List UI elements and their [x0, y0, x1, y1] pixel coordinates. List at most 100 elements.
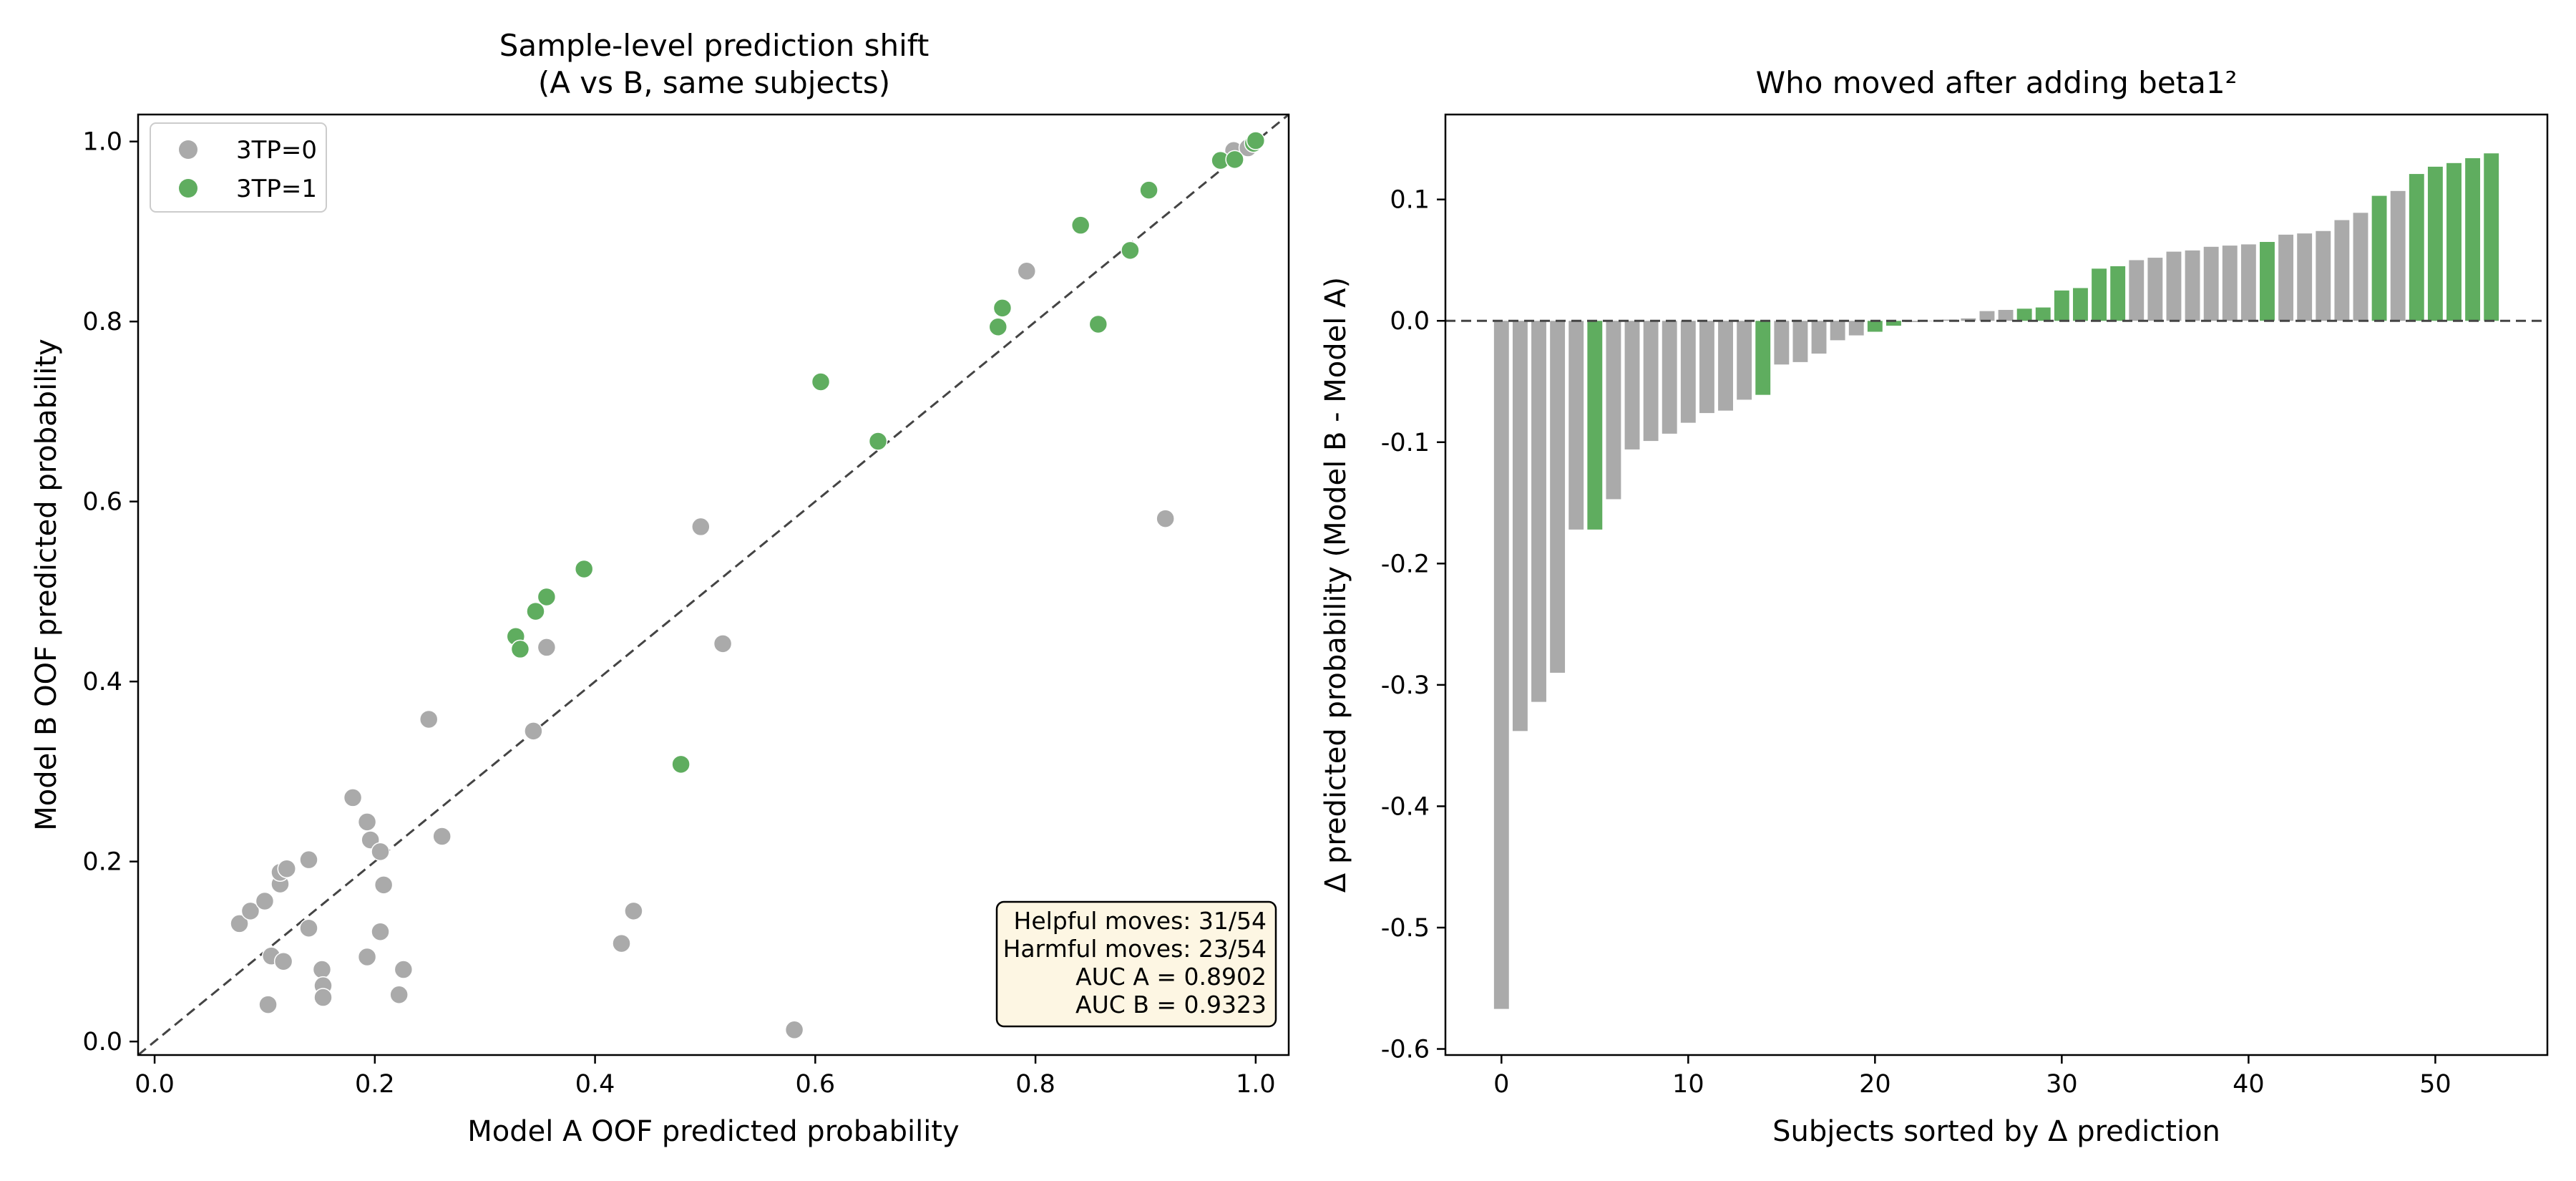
scatter-y-tick-label: 0.4 [82, 668, 122, 696]
bar-y-tick-label: -0.5 [1381, 914, 1430, 943]
point-3tp0-9 [299, 850, 318, 870]
delta-bar-26 [1979, 311, 1995, 321]
point-3tp0-24 [432, 827, 452, 846]
stat-helpful-moves: Helpful moves: 31/54 [1014, 907, 1267, 935]
point-3tp0-20 [357, 947, 377, 967]
delta-bar-28 [2016, 308, 2032, 321]
bar-y-tick-label: -0.4 [1381, 792, 1430, 821]
delta-bar-22 [1905, 321, 1920, 322]
point-3tp1-9 [992, 298, 1013, 318]
scatter-title-line1: Sample-level prediction shift [499, 28, 930, 63]
bar-x-tick-label: 10 [1672, 1070, 1704, 1099]
point-3tp0-8 [273, 951, 293, 971]
point-3tp0-2 [255, 891, 275, 911]
scatter-legend: 3TP=0 3TP=1 [150, 122, 327, 213]
delta-bar-51 [2446, 162, 2462, 321]
point-3tp1-6 [811, 372, 831, 392]
legend-marker-3tp1 [179, 179, 197, 198]
bar-title: Who moved after adding beta1² [1756, 65, 2238, 100]
bar-x-axis-label: Subjects sorted by Δ prediction [1772, 1115, 2220, 1148]
scatter-panel: Sample-level prediction shift (A vs B, s… [30, 28, 1290, 1148]
legend-label-3tp0: 3TP=0 [236, 136, 317, 165]
point-3tp1-3 [537, 587, 557, 607]
point-3tp0-21 [394, 960, 414, 979]
delta-bar-12 [1718, 321, 1733, 411]
scatter-y-tick-label: 1.0 [82, 128, 122, 157]
bar-y-tick-label: -0.1 [1381, 429, 1430, 457]
delta-bar-43 [2297, 233, 2313, 321]
point-3tp1-5 [671, 754, 691, 774]
scatter-y-tick-label: 0.2 [82, 848, 122, 877]
bar-x-tick-label: 20 [1859, 1070, 1891, 1099]
delta-bar-4 [1568, 321, 1584, 530]
scatter-x-axis: 0.0 0.2 0.4 0.6 0.8 1.0 [135, 1055, 1276, 1099]
bar-y-tick-label: -0.3 [1381, 671, 1430, 700]
delta-bar-29 [2035, 307, 2051, 321]
bar-y-tick-label: -0.6 [1381, 1036, 1430, 1064]
stats-box-frame [995, 900, 1277, 1028]
bar-x-tick-label: 50 [2419, 1070, 2451, 1099]
bar-x-tick-label: 40 [2233, 1070, 2265, 1099]
point-3tp1-17 [1246, 131, 1266, 150]
point-3tp0-22 [389, 985, 409, 1005]
scatter-y-tick-label: 0.0 [82, 1028, 122, 1056]
scatter-plot-frame [137, 113, 1290, 1056]
delta-bar-35 [2147, 258, 2163, 321]
scatter-x-tick-label: 0.8 [1015, 1070, 1055, 1099]
delta-bar-5 [1587, 321, 1603, 530]
delta-bar-47 [2371, 195, 2387, 321]
bar-x-tick-label: 30 [2046, 1070, 2078, 1099]
bar-y-axis: -0.6 -0.5 -0.4 -0.3 -0.2 -0.1 0.0 0.1 [1381, 186, 1445, 1064]
delta-bar-16 [1792, 321, 1808, 362]
delta-bar-7 [1624, 321, 1640, 449]
scatter-x-tick-label: 0.0 [135, 1070, 175, 1099]
identity-diagonal-line [137, 113, 1289, 1056]
bar-x-axis: 0 10 20 30 40 50 [1493, 1055, 2451, 1099]
scatter-y-axis-label: Model B OOF predicted probability [30, 339, 63, 831]
delta-bar-17 [1811, 321, 1827, 354]
point-3tp0-15 [357, 812, 377, 832]
point-3tp0-17 [371, 842, 390, 862]
delta-bar-10 [1680, 321, 1696, 423]
delta-bar-42 [2278, 234, 2294, 321]
delta-bar-53 [2484, 153, 2499, 321]
delta-bar-44 [2316, 230, 2331, 321]
scatter-x-tick-label: 1.0 [1236, 1070, 1276, 1099]
point-3tp0-1 [240, 901, 260, 921]
point-3tp0-11 [312, 960, 332, 979]
point-3tp0-27 [612, 933, 631, 953]
stat-auc-b: AUC B = 0.9323 [1075, 991, 1267, 1019]
point-3tp1-4 [574, 559, 594, 579]
delta-bar-36 [2166, 251, 2182, 321]
delta-bar-14 [1755, 321, 1771, 395]
point-3tp0-23 [419, 709, 439, 729]
bar-y-axis-label: Δ predicted probability (Model B - Model… [1319, 277, 1352, 893]
stat-auc-a: AUC A = 0.8902 [1075, 963, 1267, 991]
point-3tp1-1 [510, 639, 530, 659]
scatter-title-line2: (A vs B, same subjects) [538, 65, 890, 100]
delta-bar-46 [2353, 213, 2368, 321]
delta-bar-38 [2203, 246, 2219, 321]
scatter-x-axis-label: Model A OOF predicted probability [467, 1115, 959, 1148]
bar-y-tick-label: 0.1 [1390, 186, 1430, 215]
point-3tp0-29 [691, 517, 711, 537]
delta-bar-11 [1699, 321, 1714, 414]
delta-bar-39 [2222, 246, 2238, 321]
delta-bar-8 [1643, 321, 1659, 442]
delta-bar-48 [2390, 190, 2406, 321]
point-3tp0-30 [713, 634, 733, 653]
delta-bar-2 [1531, 321, 1546, 702]
delta-bar-19 [1848, 321, 1864, 336]
scatter-points [230, 131, 1266, 1040]
delta-bar-18 [1830, 321, 1845, 341]
legend-label-3tp1: 3TP=1 [236, 175, 317, 203]
delta-bar-20 [1867, 321, 1883, 332]
point-3tp0-18 [374, 875, 394, 895]
point-3tp1-11 [1088, 314, 1108, 334]
bar-x-tick-label: 0 [1493, 1070, 1509, 1099]
delta-bar-15 [1774, 321, 1790, 365]
legend-marker-3tp0 [179, 140, 197, 159]
point-3tp0-4 [258, 995, 278, 1014]
point-3tp0-7 [277, 859, 296, 878]
point-3tp1-15 [1225, 150, 1244, 170]
